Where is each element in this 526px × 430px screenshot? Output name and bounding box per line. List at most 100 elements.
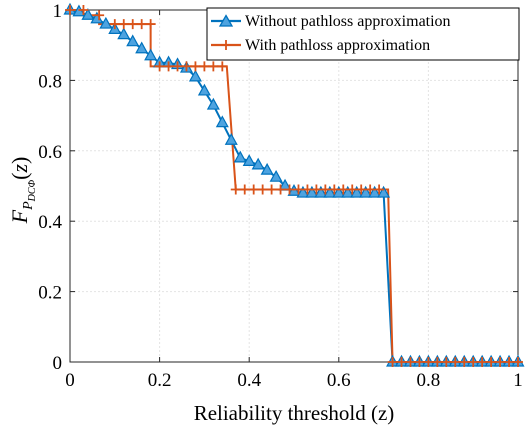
legend-label-with: With pathloss approximation [245,37,430,54]
marker-triangle-26 [296,185,310,198]
marker-triangle-23 [269,169,283,182]
marker-plus-19 [257,184,268,195]
marker-triangle-2 [81,8,95,20]
marker-plus-9 [163,61,174,72]
marker-plus-26 [320,184,331,195]
marker-plus-32 [374,184,385,195]
y-axis-label-arg: z [7,164,32,174]
marker-triangle-29 [323,185,337,198]
marker-plus-4 [118,19,129,30]
legend-box [206,7,520,61]
marker-plus-31 [365,184,376,195]
marker-plus-8 [154,61,165,72]
marker-plus-39 [441,357,452,367]
x-tick-label-1: 0.2 [148,370,172,391]
marker-plus-36 [414,357,425,367]
tick-labels: 0 0.2 0.4 0.6 0.8 1 0 0.2 0.4 0.6 0.8 1 [38,1,523,391]
y-axis-label-sub: P [21,201,36,211]
svg-text:FPDCΦ(z): FPDCΦ(z) [7,157,38,225]
triangle-marker-icon [218,14,234,27]
marker-triangle-33 [359,185,373,198]
marker-plus-24 [302,184,313,195]
marker-plus-5 [127,19,138,30]
plus-marker-icon [221,40,231,50]
marker-triangle-14 [188,69,202,82]
y-axis-label-paren-open: ( [7,173,32,180]
marker-triangle-21 [251,157,265,170]
marker-triangle-18 [224,132,238,145]
marker-plus-44 [486,357,497,367]
marker-plus-46 [504,357,515,367]
marker-plus-13 [199,61,210,72]
y-axis-label-subsub: DCΦ [27,179,38,202]
marker-plus-35 [405,357,416,367]
marker-triangle-7 [126,34,140,47]
marker-triangle-8 [135,41,149,54]
marker-plus-3 [109,19,120,30]
marker-plus-40 [450,357,461,367]
marker-plus-42 [468,357,479,367]
x-tick-label-3: 0.6 [327,370,351,391]
marker-plus-28 [338,184,349,195]
marker-triangle-32 [350,185,364,198]
x-tick-label-4: 0.8 [417,370,441,391]
marker-plus-45 [495,357,506,367]
marker-plus-0 [65,5,75,15]
marker-plus-43 [477,357,488,367]
y-axis-label: FPDCΦ(z) [7,157,38,225]
marker-plus-10 [172,61,183,72]
marker-triangle-22 [260,162,274,175]
marker-plus-25 [311,184,322,195]
marker-triangle-34 [368,185,382,198]
marker-plus-34 [396,357,407,367]
y-tick-label-1: 0.2 [38,283,62,304]
marker-triangle-31 [341,185,355,198]
y-tick-label-5: 1 [53,1,63,22]
marker-triangle-6 [117,27,131,40]
marker-triangle-30 [332,185,346,198]
legend-label-without: Without pathloss approximation [245,13,451,30]
marker-plus-17 [239,184,250,195]
y-tick-label-3: 0.6 [38,142,62,163]
marker-plus-30 [356,184,367,195]
series-layer [63,2,525,367]
x-tick-label-5: 1 [513,370,523,391]
marker-triangle-27 [305,185,319,198]
marker-plus-47 [513,357,523,367]
y-tick-label-2: 0.4 [38,212,62,233]
marker-plus-11 [181,61,192,72]
marker-plus-14 [208,61,219,72]
marker-triangle-19 [233,150,247,163]
marker-plus-12 [190,61,201,72]
marker-plus-29 [347,184,358,195]
y-axis-label-paren-close: ) [7,157,32,164]
marker-plus-33 [387,357,398,367]
marker-triangle-16 [206,97,220,110]
marker-triangle-9 [144,48,158,61]
marker-triangle-28 [314,185,328,198]
y-tick-label-0: 0 [53,353,63,374]
y-tick-label-4: 0.8 [38,71,62,92]
marker-plus-20 [266,184,277,195]
marker-plus-37 [423,357,434,367]
legend: Without pathloss approximation With path… [206,7,520,61]
marker-plus-22 [284,184,295,195]
legend-entry-with-pathloss: With pathloss approximation [211,37,430,54]
marker-triangle-4 [99,16,113,29]
marker-triangle-35 [377,185,391,198]
x-tick-label-2: 0.4 [237,370,261,391]
marker-plus-1 [78,5,89,15]
y-axis-label-main: F [7,209,32,224]
marker-plus-41 [459,357,470,367]
marker-plus-15 [217,61,228,72]
x-tick-label-0: 0 [65,370,75,391]
marker-plus-2 [94,10,105,21]
legend-entry-without-pathloss: Without pathloss approximation [211,13,451,30]
marker-plus-18 [248,184,259,195]
marker-plus-6 [136,19,147,30]
marker-plus-21 [275,184,286,195]
marker-triangle-20 [242,154,256,166]
marker-triangle-17 [215,115,229,128]
marker-plus-38 [432,357,443,367]
